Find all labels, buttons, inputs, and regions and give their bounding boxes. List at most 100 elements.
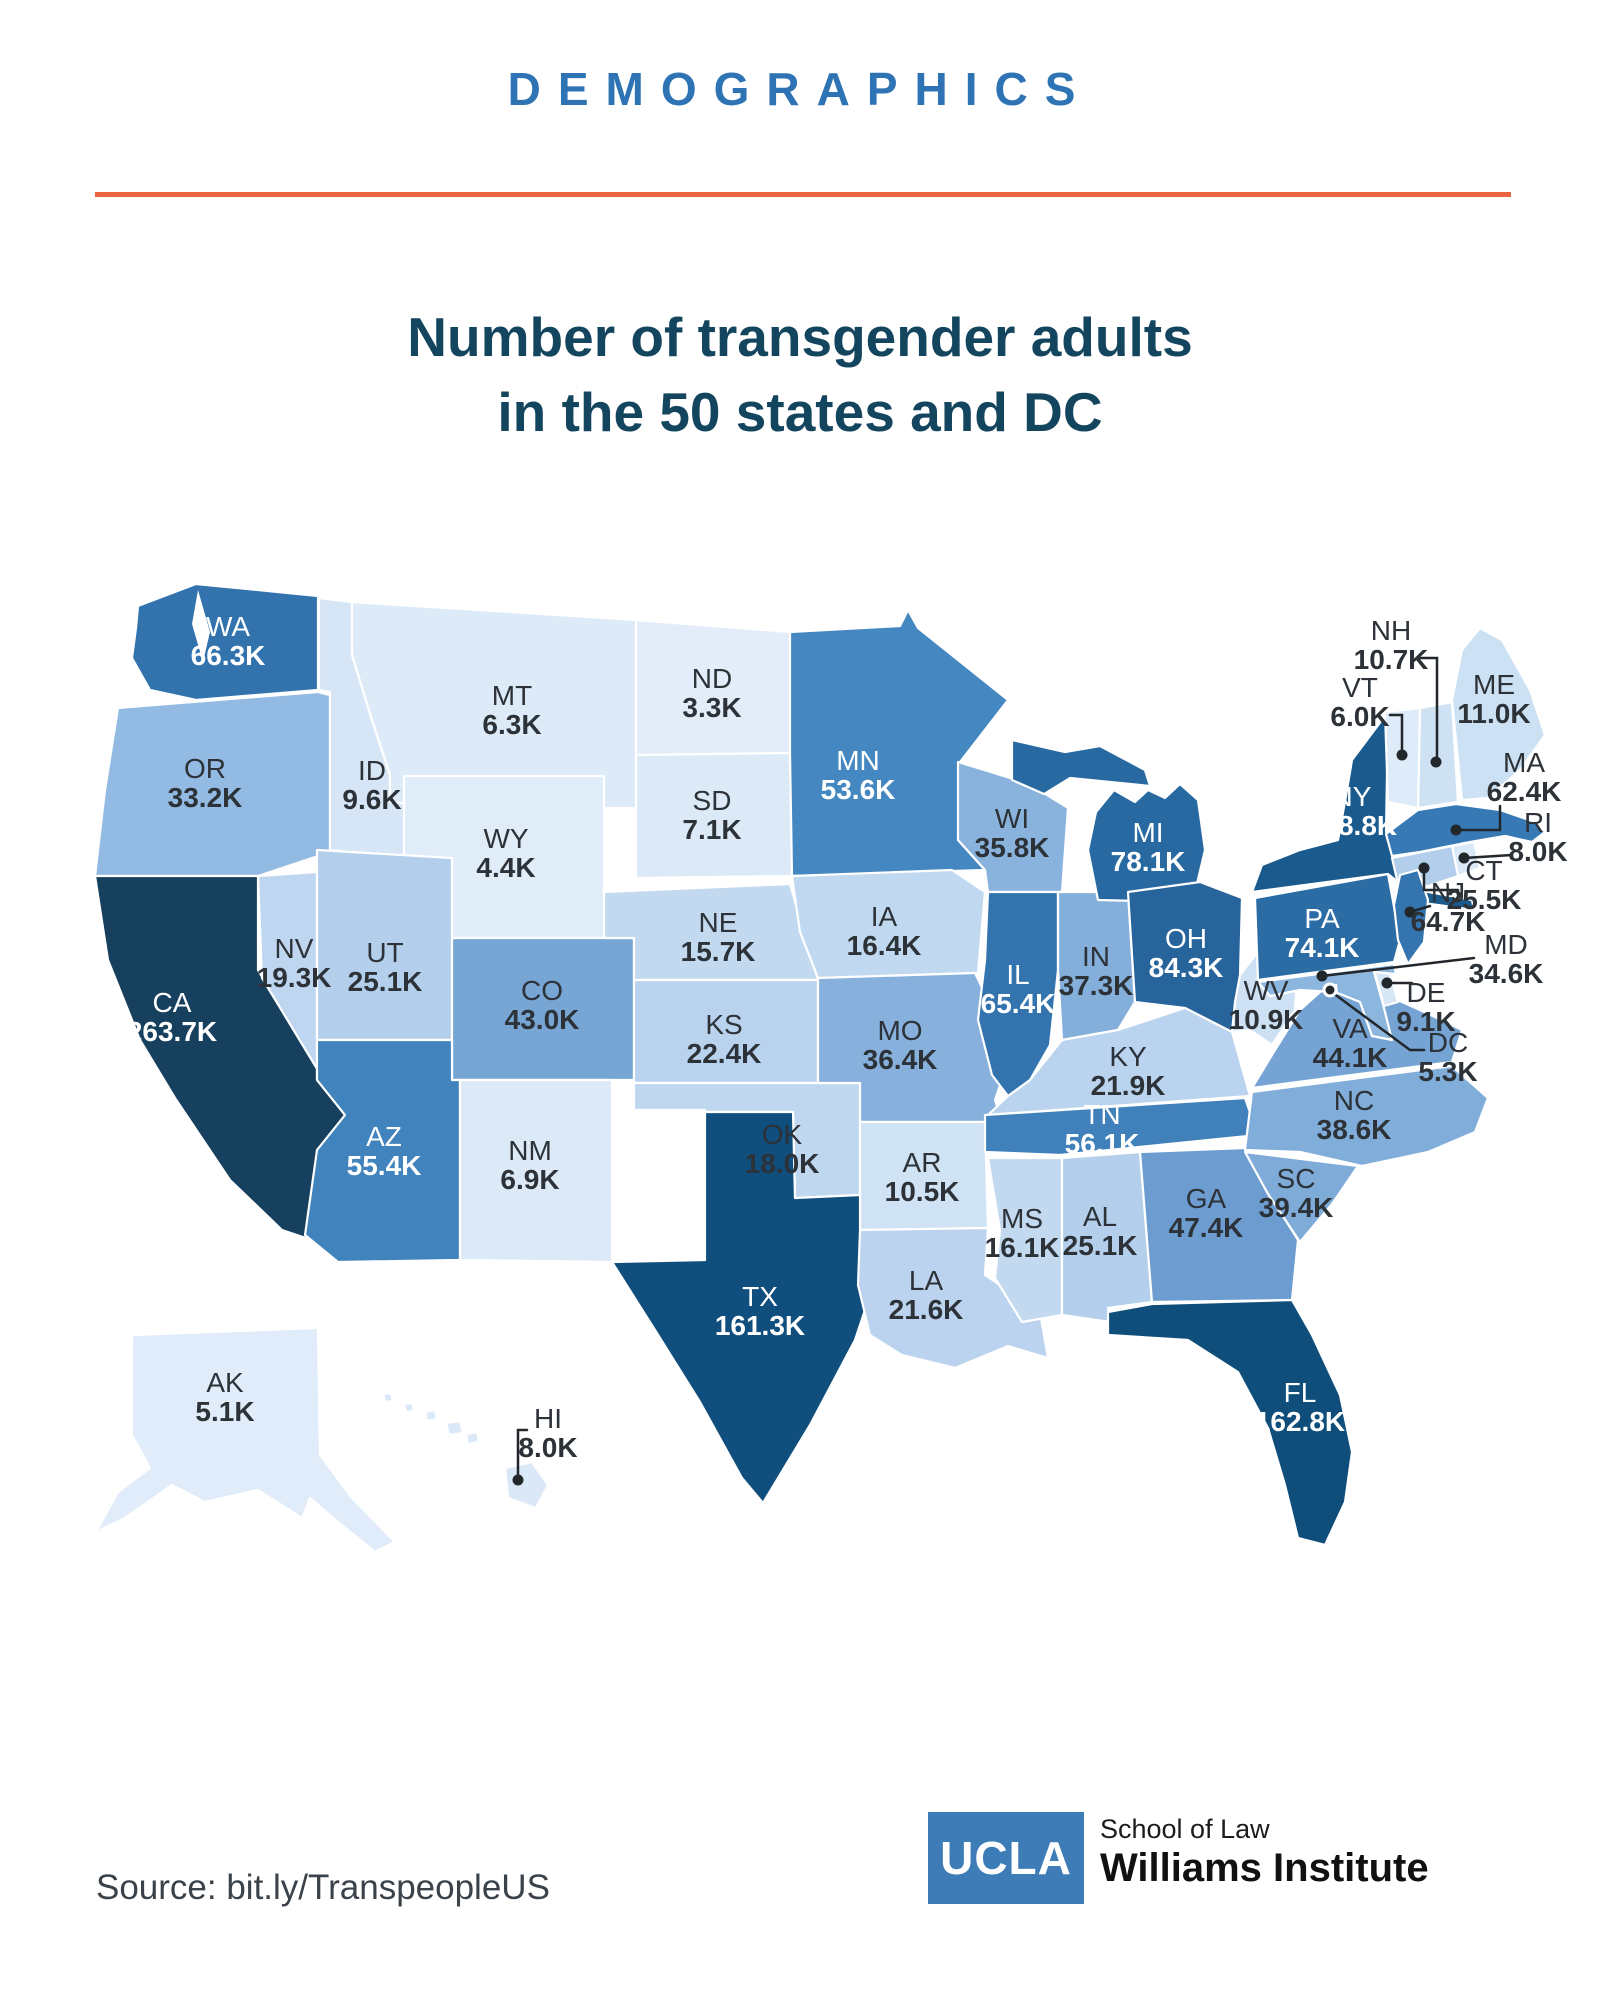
state-shapes — [93, 582, 1547, 1554]
state-wa-label-abbr: WA — [206, 611, 250, 642]
state-sc-label-abbr: SC — [1277, 1163, 1316, 1194]
state-fl-label-abbr: FL — [1284, 1377, 1317, 1408]
ucla-logo-text: UCLA — [940, 1832, 1072, 1884]
state-la-label-value: 21.6K — [889, 1294, 964, 1325]
state-wv-label-value: 10.9K — [1229, 1004, 1304, 1035]
callout-label-nj-value: 64.7K — [1411, 906, 1486, 937]
state-sd-label-value: 7.1K — [682, 814, 741, 845]
state-la — [856, 1226, 1050, 1370]
state-il-label-value: 65.4K — [981, 988, 1056, 1019]
callout-line-nh — [1418, 656, 1439, 764]
state-mn-label-value: 53.6K — [821, 774, 896, 805]
state-nd-label-value: 3.3K — [682, 692, 741, 723]
state-in-label-abbr: IN — [1082, 941, 1110, 972]
state-wv-label-abbr: WV — [1243, 975, 1288, 1006]
callout-line-ct — [1422, 866, 1460, 892]
state-nc — [1243, 1064, 1490, 1168]
state-ut-label-value: 25.1K — [348, 966, 423, 997]
callout-label-md-value: 34.6K — [1469, 958, 1544, 989]
state-ga-label-value: 47.4K — [1169, 1212, 1244, 1243]
callout-dot-de — [1381, 977, 1393, 989]
state-sd-label-abbr: SD — [693, 785, 732, 816]
state-pa-label-value: 74.1K — [1285, 932, 1360, 963]
state-wi-label-abbr: WI — [995, 803, 1029, 834]
callout-label-ct-abbr: CT — [1465, 855, 1502, 886]
state-nd-label-abbr: ND — [692, 663, 732, 694]
callout-line-dc — [1331, 991, 1426, 1052]
callout-dot-ct — [1418, 862, 1430, 874]
state-ca-label-value: 263.7K — [127, 1016, 217, 1047]
state-la-label-abbr: LA — [909, 1265, 944, 1296]
state-az — [303, 1038, 462, 1264]
state-wa-label-value: 66.3K — [191, 640, 266, 671]
callout-label-ri-value: 8.0K — [1508, 836, 1567, 867]
state-ky-label-value: 21.9K — [1091, 1070, 1166, 1101]
state-nv-label-value: 19.3K — [257, 962, 332, 993]
state-oh-label-abbr: OH — [1165, 923, 1207, 954]
callout-label-md-abbr: MD — [1484, 929, 1528, 960]
state-ut-label-abbr: UT — [366, 937, 403, 968]
state-mi-label-value: 78.1K — [1111, 846, 1186, 877]
callout-label-nj-abbr: NJ — [1431, 877, 1465, 908]
state-mi-label-abbr: MI — [1132, 817, 1163, 848]
state-fl-label-value: 162.8K — [1255, 1406, 1345, 1437]
state-sc-label-value: 39.4K — [1259, 1192, 1334, 1223]
section-kicker: DEMOGRAPHICS — [507, 63, 1093, 115]
state-ca — [93, 874, 387, 1248]
callout-label-hi-abbr: HI — [534, 1403, 562, 1434]
callout-label-vt-abbr: VT — [1342, 672, 1378, 703]
state-tx — [610, 1110, 882, 1505]
state-az-label-abbr: AZ — [366, 1121, 402, 1152]
state-al-label-value: 25.1K — [1063, 1230, 1138, 1261]
state-tx-label-value: 161.3K — [715, 1310, 805, 1341]
page-title-line2: in the 50 states and DC — [497, 380, 1103, 443]
callout-line-ma — [1454, 804, 1502, 832]
state-wa — [130, 582, 320, 702]
state-ks-label-abbr: KS — [705, 1009, 742, 1040]
state-nm-label-abbr: NM — [508, 1135, 552, 1166]
state-il-label-abbr: IL — [1006, 959, 1029, 990]
state-co-label-value: 43.0K — [505, 1004, 580, 1035]
state-or — [93, 690, 332, 878]
callout-dot-ri — [1458, 852, 1470, 864]
state-mo-label-abbr: MO — [877, 1015, 922, 1046]
callout-dot-hi — [512, 1474, 524, 1486]
callout-label-de-value: 9.1K — [1396, 1006, 1455, 1037]
state-ny-label-value: 148.8K — [1307, 810, 1397, 841]
state-or-label-abbr: OR — [184, 753, 226, 784]
state-az-label-value: 55.4K — [347, 1150, 422, 1181]
state-ia-label-value: 16.4K — [847, 930, 922, 961]
state-va-label-abbr: VA — [1332, 1013, 1368, 1044]
state-nc-label-value: 38.6K — [1317, 1114, 1392, 1145]
state-va-label-value: 44.1K — [1313, 1042, 1388, 1073]
state-me-label-value: 11.0K — [1457, 698, 1530, 729]
state-mn-label-abbr: MN — [836, 745, 880, 776]
logo-school-of-law: School of Law — [1100, 1814, 1270, 1844]
state-tn-label-abbr: TN — [1083, 1099, 1120, 1130]
ucla-logo: UCLA — [928, 1812, 1084, 1904]
puget-sound — [192, 590, 210, 662]
callout-dot-nj — [1404, 906, 1416, 918]
source-note: Source: bit.ly/TranspeopleUS — [96, 1868, 550, 1907]
state-ak-label-abbr: AK — [206, 1367, 244, 1398]
callout-dot-ma — [1450, 824, 1462, 836]
state-ca-label-abbr: CA — [153, 987, 192, 1018]
state-ga-label-abbr: GA — [1186, 1183, 1227, 1214]
callout-label-dc-abbr: DC — [1428, 1027, 1468, 1058]
state-me-label-abbr: ME — [1473, 669, 1515, 700]
callout-dot-nh — [1430, 756, 1442, 768]
state-ne-label-abbr: NE — [699, 907, 738, 938]
callout-label-nh-abbr: NH — [1371, 615, 1411, 646]
state-tx-label-abbr: TX — [742, 1281, 778, 1312]
callout-line-md — [1320, 956, 1476, 978]
callout-dot-md — [1316, 970, 1328, 982]
callout-line-ri — [1462, 853, 1514, 860]
state-tn-label-value: 56.1K — [1065, 1128, 1140, 1159]
state-oh-label-value: 84.3K — [1149, 952, 1224, 983]
state-id-label-value: 9.6K — [342, 784, 401, 815]
state-nc-label-abbr: NC — [1334, 1085, 1374, 1116]
state-fl — [1106, 1298, 1354, 1547]
